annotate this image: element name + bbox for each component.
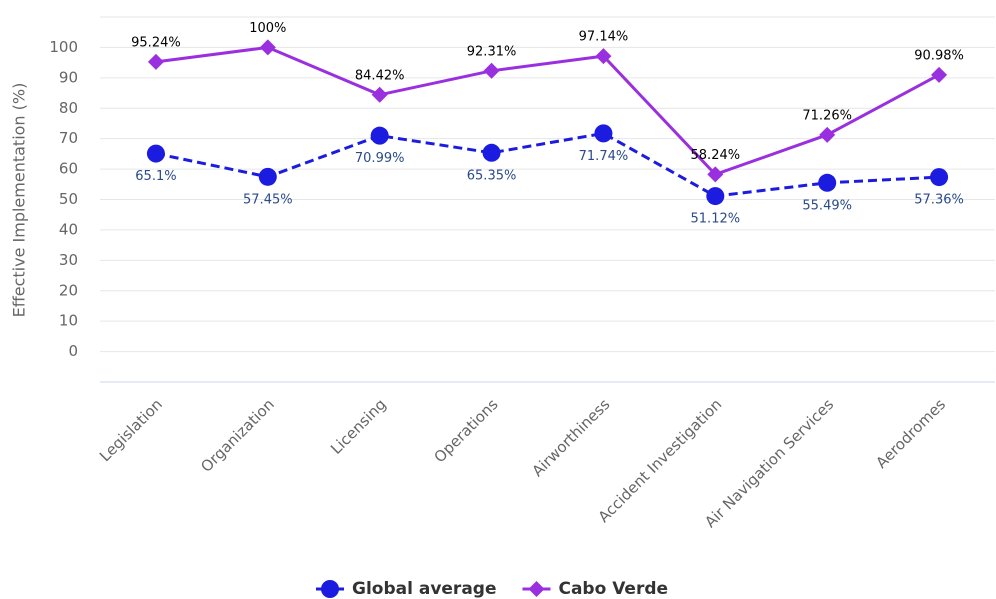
data-label: 70.99% xyxy=(355,151,405,166)
x-tick-label: Air Navigation Services xyxy=(701,395,837,531)
data-label: 65.1% xyxy=(135,169,176,184)
legend-label: Cabo Verde xyxy=(558,579,668,599)
data-label: 95.24% xyxy=(131,35,181,50)
x-tick-label: Organization xyxy=(197,395,278,476)
legend-marker xyxy=(528,581,545,597)
data-point xyxy=(370,126,389,145)
data-label: 65.35% xyxy=(467,168,517,183)
x-tick-label: Airworthiness xyxy=(528,395,613,480)
y-tick-label: 30 xyxy=(59,251,78,269)
data-label: 92.31% xyxy=(467,44,517,59)
data-label: 71.26% xyxy=(802,108,852,123)
data-point xyxy=(930,168,949,187)
y-tick-label: 70 xyxy=(59,129,78,147)
y-tick-label: 40 xyxy=(59,220,78,238)
data-label: 84.42% xyxy=(355,68,405,83)
data-label: 97.14% xyxy=(579,30,629,45)
data-label: 58.24% xyxy=(691,148,741,163)
data-label: 51.12% xyxy=(691,212,741,227)
data-label: 57.45% xyxy=(243,192,293,207)
data-point xyxy=(819,126,836,143)
data-point xyxy=(258,167,277,186)
y-tick-label: 90 xyxy=(59,68,78,86)
data-point xyxy=(595,48,612,65)
y-tick-label: 10 xyxy=(59,312,78,330)
x-tick-label: Aerodromes xyxy=(872,395,949,472)
data-point xyxy=(483,62,500,79)
data-point xyxy=(706,187,725,206)
data-label: 90.98% xyxy=(914,48,964,63)
y-tick-label: 100 xyxy=(49,38,78,56)
x-tick-label: Licensing xyxy=(327,395,390,458)
legend-item: Cabo Verde xyxy=(522,579,668,599)
y-tick-label: 0 xyxy=(68,342,78,360)
y-axis-label: Effective Implementation (%) xyxy=(10,83,29,318)
data-label: 100% xyxy=(249,21,286,36)
data-point xyxy=(931,66,948,83)
data-point xyxy=(482,143,501,162)
series-line xyxy=(155,131,940,198)
legend-item: Global average xyxy=(316,579,496,599)
y-tick-label: 50 xyxy=(59,190,78,208)
data-label: 71.74% xyxy=(579,149,629,164)
legend-marker xyxy=(321,580,339,598)
y-tick-label: 60 xyxy=(59,160,78,178)
y-tick-label: 80 xyxy=(59,99,78,117)
data-point xyxy=(707,166,724,183)
legend-label: Global average xyxy=(352,579,496,599)
data-point xyxy=(594,124,613,143)
x-tick-label: Legislation xyxy=(96,395,166,465)
data-point xyxy=(371,86,388,103)
data-label: 57.36% xyxy=(914,193,964,208)
data-label: 55.49% xyxy=(802,198,852,213)
x-tick-label: Accident Investigation xyxy=(595,395,726,526)
data-point xyxy=(146,144,165,163)
data-point xyxy=(818,173,837,192)
data-point xyxy=(147,53,164,70)
y-tick-label: 20 xyxy=(59,281,78,299)
x-tick-label: Operations xyxy=(431,395,502,466)
data-point xyxy=(259,39,276,56)
series-line xyxy=(155,45,940,177)
